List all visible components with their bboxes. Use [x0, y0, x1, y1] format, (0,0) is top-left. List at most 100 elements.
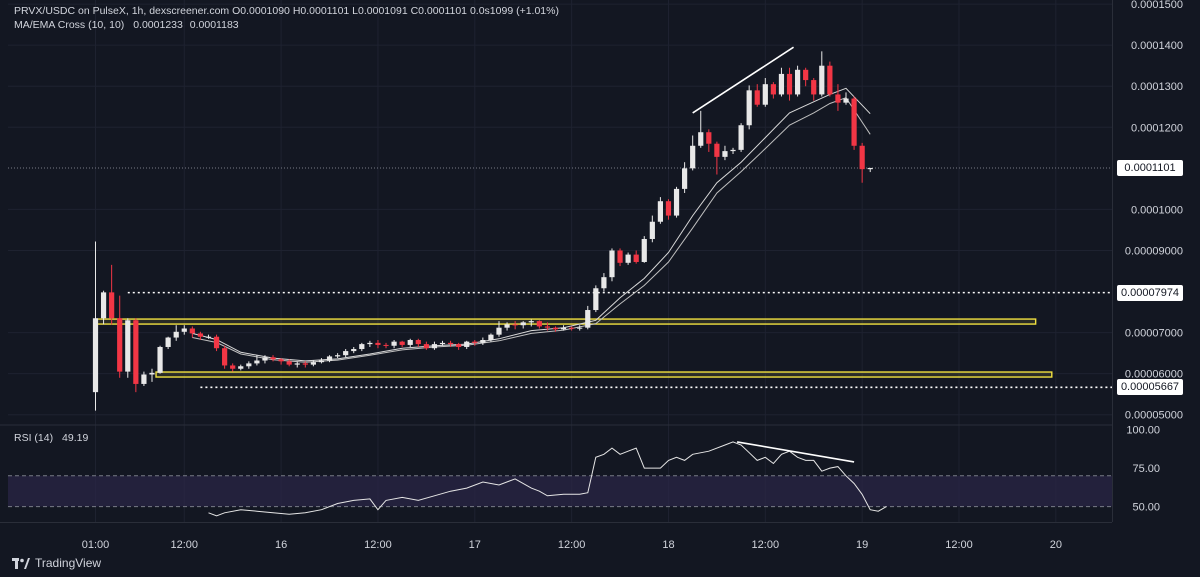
time-tick-label: 12:00 [752, 539, 780, 551]
candle-body [625, 254, 631, 263]
price-tick-label: 0.0001300 [1131, 81, 1183, 93]
candle-body [230, 365, 236, 369]
candle-body [859, 145, 865, 170]
candle-body [415, 340, 421, 345]
candle-body [286, 361, 292, 365]
ohlc-c: C0.0001101 [407, 5, 468, 17]
candle-body [520, 322, 526, 326]
upper-zone [94, 318, 1037, 325]
rsi-line [208, 441, 887, 517]
candle-body [560, 327, 567, 330]
candle-body [270, 357, 276, 360]
candle-body [738, 125, 744, 150]
candle-body [786, 73, 793, 95]
rsi-tick-label: 100.00 [1126, 425, 1160, 437]
candle-body [480, 340, 486, 343]
candle-body [262, 357, 268, 361]
candle-body [665, 201, 672, 216]
candle-body [92, 318, 99, 393]
upper-level-price-label: 0.00007974 [1117, 284, 1183, 301]
candle-body [528, 321, 534, 323]
candle-body [439, 342, 446, 345]
candle-body [472, 341, 478, 343]
candle-body [246, 363, 252, 367]
ohlc-o: O0.0001090 [232, 5, 290, 17]
candle-body [827, 65, 833, 95]
candle-body [117, 318, 123, 372]
candle-body [254, 360, 260, 364]
candle-body [189, 328, 195, 334]
candle-body [682, 168, 688, 189]
candle-body [641, 238, 647, 262]
lower-level-price-label: 0.00005667 [1117, 379, 1183, 396]
candle-body [851, 98, 857, 146]
pair-title: PRVX/USDC on PulseX, 1h, dexscreener.com [14, 5, 230, 17]
time-tick-label: 16 [275, 539, 287, 551]
candle-body [585, 310, 591, 328]
candle-body [431, 344, 438, 349]
candle-body [577, 327, 583, 329]
rsi-legend: RSI (14) 49.19 [14, 432, 88, 444]
time-tick-label: 20 [1050, 539, 1062, 551]
candle-body [278, 359, 284, 362]
candle-body [391, 341, 397, 346]
candle-body [504, 324, 510, 328]
time-tick-label: 12:00 [171, 539, 199, 551]
candle-body [617, 250, 623, 263]
lower-zone [155, 371, 1053, 378]
candle-body [302, 363, 308, 365]
candle-body [222, 348, 228, 366]
candle-body [157, 346, 163, 373]
rsi-tick-label: 75.00 [1132, 463, 1160, 475]
candle-body [109, 292, 115, 319]
candle-body [819, 65, 825, 95]
candle-body [835, 94, 841, 103]
candle-body [197, 333, 204, 337]
candle-body [383, 344, 389, 346]
candle-body [770, 84, 776, 95]
rsi-tick-label: 50.00 [1132, 502, 1160, 514]
candle-body [447, 342, 454, 345]
candle-body [488, 334, 494, 340]
candle-body [407, 340, 413, 345]
candle-body [456, 344, 462, 347]
candle-body [141, 374, 147, 384]
current-price-label: 0.0001101 [1117, 159, 1183, 176]
ohlc-legend: PRVX/USDC on PulseX, 1h, dexscreener.com… [14, 5, 559, 17]
candle-body [536, 321, 542, 327]
candle-body [318, 360, 325, 363]
candle-body [100, 292, 107, 319]
candle-body [569, 327, 575, 329]
candle-body [746, 90, 752, 126]
tradingview-logo-icon [12, 557, 30, 569]
candle-body [649, 221, 655, 239]
time-tick-label: 18 [662, 539, 674, 551]
candle-body [754, 90, 760, 105]
ohlc-values: O0.0001090 H0.0001101 L0.0001091 C0.0001… [232, 5, 467, 17]
candle-body [843, 98, 849, 103]
indicator-name: MA/EMA Cross (10, 10) [14, 19, 125, 31]
candle-body [294, 363, 300, 365]
candle-body [552, 327, 559, 330]
candle-body [657, 201, 663, 222]
ma-value: 0.0001233 [133, 19, 183, 31]
time-tick-label: 12:00 [364, 539, 392, 551]
time-tick-label: 17 [469, 539, 481, 551]
candle-body [367, 342, 373, 345]
candle-body [722, 151, 728, 157]
tradingview-brand[interactable]: TradingView [12, 556, 101, 570]
candle-body [811, 80, 817, 95]
candle-body [133, 320, 139, 384]
rsi-band [8, 475, 1112, 507]
change-value: 0.0s1099 (+1.01%) [469, 5, 559, 17]
candle-body [165, 337, 171, 347]
candle-body [673, 188, 680, 216]
candle-body [867, 167, 873, 170]
candle-body [181, 328, 187, 332]
candle-body [343, 351, 349, 356]
ema-value: 0.0001183 [189, 19, 239, 31]
candle-body [609, 250, 615, 278]
candle-body [512, 324, 518, 326]
rsi-divergence-line [736, 441, 855, 463]
